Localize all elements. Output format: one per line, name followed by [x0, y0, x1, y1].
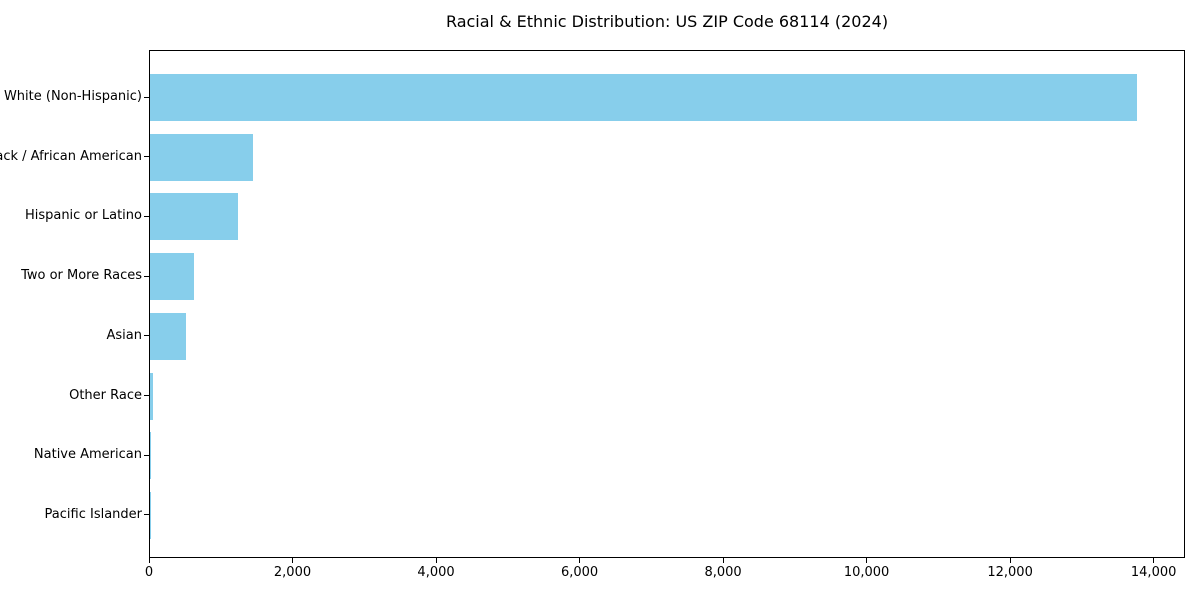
x-tick-mark	[1009, 558, 1011, 563]
y-tick-label-black-african-american: Black / African American	[0, 148, 142, 164]
x-tick-label-0: 0	[144, 565, 154, 580]
y-tick-label-asian: Asian	[106, 327, 142, 343]
x-tick-label-8000: 8,000	[704, 565, 742, 580]
bar-native-american	[150, 432, 151, 480]
y-tick-mark	[144, 156, 149, 158]
y-tick-mark	[144, 96, 149, 98]
bar-other-race	[150, 372, 153, 420]
y-tick-label-hispanic-or-latino: Hispanic or Latino	[24, 208, 142, 224]
x-tick-label-12000: 12,000	[987, 565, 1033, 580]
x-tick-mark	[1153, 558, 1155, 563]
y-tick-mark	[144, 335, 149, 337]
y-tick-label-other-race: Other Race	[69, 387, 142, 403]
bar-hispanic-or-latino	[150, 193, 238, 241]
bar-asian	[150, 312, 186, 360]
x-tick-mark	[148, 558, 150, 563]
y-tick-mark	[144, 275, 149, 277]
bar-two-or-more-races	[150, 253, 194, 301]
chart-title: Racial & Ethnic Distribution: US ZIP Cod…	[445, 12, 889, 31]
y-tick-label-white-non-hispanic: White (Non-Hispanic)	[3, 89, 142, 104]
y-tick-label-native-american: Native American	[33, 447, 142, 463]
y-tick-mark	[144, 395, 149, 396]
y-tick-label-pacific-islander: Pacific Islander	[44, 506, 142, 522]
x-tick-mark	[579, 558, 581, 563]
y-tick-mark	[144, 454, 149, 456]
bar-black-african-american	[150, 133, 253, 181]
y-tick-mark	[144, 215, 149, 217]
y-tick-label-two-or-more-races: Two or More Races	[21, 268, 142, 284]
x-tick-label-14000: 14,000	[1130, 565, 1177, 580]
x-tick-label-10000: 10,000	[843, 565, 890, 580]
x-tick-mark	[722, 558, 724, 563]
x-tick-mark	[435, 558, 437, 563]
bar-white-non-hispanic	[150, 74, 1137, 121]
plot-area	[149, 50, 1185, 558]
x-tick-label-4000: 4,000	[417, 565, 455, 580]
y-tick-mark	[144, 514, 149, 516]
x-tick-mark	[866, 558, 868, 563]
x-tick-label-6000: 6,000	[560, 565, 599, 580]
x-tick-mark	[292, 558, 294, 563]
x-tick-label-2000: 2,000	[273, 565, 312, 580]
